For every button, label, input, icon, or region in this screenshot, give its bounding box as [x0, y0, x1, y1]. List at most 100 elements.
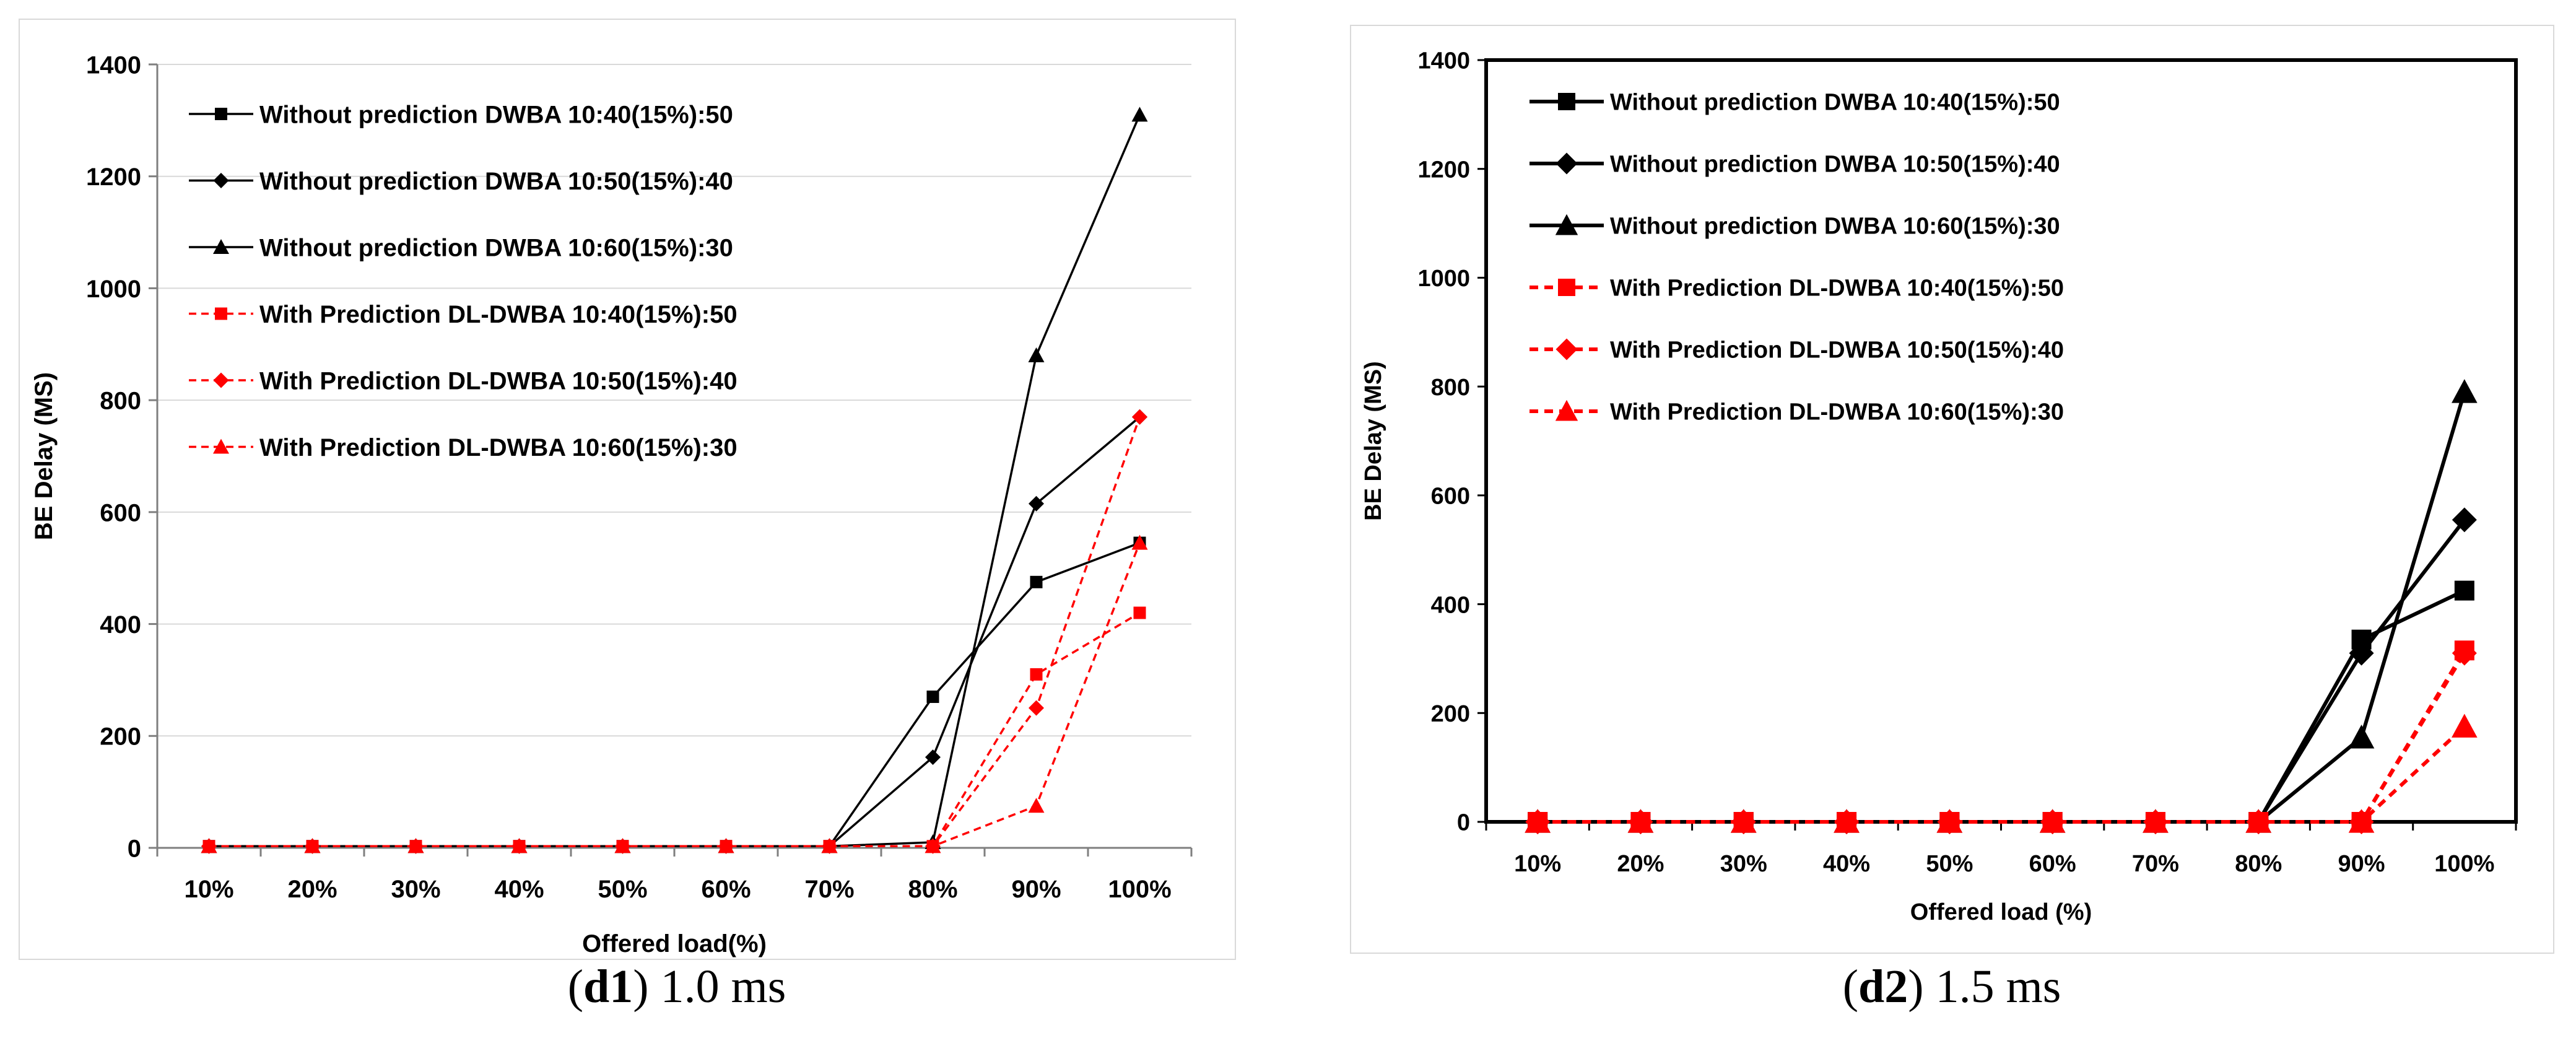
undefined-legend-marker-4 [215, 307, 227, 320]
caption-d1: (d1) 1.0 ms [567, 961, 786, 1013]
undefined-data-point [1525, 809, 1551, 833]
caption-d1-text: 1.0 ms [660, 961, 786, 1013]
undefined-x-tick-label: 10% [184, 876, 233, 903]
undefined-legend-label-1: Without prediction DWBA 10:40(15%):50 [1610, 90, 2060, 116]
undefined-series-6 [1525, 713, 2478, 833]
undefined-legend-label-4: With Prediction DL-DWBA 10:40(15%):50 [1610, 276, 2064, 302]
undefined-x-tick-label: 100% [2434, 851, 2494, 877]
undefined-x-tick-label: 90% [1011, 876, 1061, 903]
undefined-series-3 [201, 107, 1148, 853]
undefined-series-1 [1528, 580, 2474, 832]
undefined-y-tick-label: 0 [1457, 810, 1470, 836]
undefined-x-tick-label: 30% [1720, 851, 1767, 877]
undefined-x-tick-label: 50% [598, 876, 647, 903]
undefined-data-point [1131, 534, 1148, 550]
undefined-data-point [1029, 700, 1044, 716]
undefined-x-tick-label: 30% [391, 876, 440, 903]
undefined-legend-label-2: Without prediction DWBA 10:50(15%):40 [259, 168, 733, 195]
undefined-y-tick-label: 1200 [1417, 157, 1470, 183]
chart-d1: 0 200 400 600 800 1000 1200 1400 10% 20% 30% 40% 50%… [30, 51, 1193, 957]
undefined-legend-marker-6 [213, 438, 229, 454]
undefined-series-1-line [1538, 588, 2466, 824]
undefined-legend-marker-2 [1556, 152, 1578, 175]
undefined-data-point [1028, 798, 1045, 813]
undefined-legend-label-6: With Prediction DL-DWBA 10:60(15%):30 [1610, 399, 2064, 425]
undefined-y-tick-label: 800 [100, 388, 141, 415]
undefined-series-5-line [209, 416, 1141, 848]
undefined-y-tick-label: 200 [100, 723, 141, 751]
undefined-y-axis-title: BE Delay (MS) [30, 372, 58, 540]
undefined-legend-label-6: With Prediction DL-DWBA 10:60(15%):30 [259, 434, 738, 461]
undefined-data-point [2452, 640, 2477, 666]
undefined-legend-label-3: Without prediction DWBA 10:60(15%):30 [259, 234, 733, 261]
undefined-y-tick-label: 400 [1431, 592, 1470, 618]
undefined-data-point [1132, 409, 1147, 425]
undefined-data-point [718, 838, 734, 853]
undefined-data-point [1131, 107, 1148, 122]
chart-panel-d1: 0 200 400 600 800 1000 1200 1400 10% 20% 30% 40% 50%… [19, 19, 1236, 960]
undefined-data-point [925, 838, 941, 853]
undefined-legend-marker-3 [1555, 214, 1578, 235]
undefined-legend-marker-5 [213, 372, 229, 388]
undefined-legend-label-1: Without prediction DWBA 10:40(15%):50 [259, 101, 733, 128]
undefined-legend-label-3: Without prediction DWBA 10:60(15%):30 [1610, 214, 2060, 240]
undefined-legend-marker-1 [215, 108, 227, 120]
undefined-legend-marker-4 [1558, 279, 1575, 296]
undefined-x-tick-label: 70% [2132, 851, 2179, 877]
undefined-y-tick-label: 600 [100, 499, 141, 526]
undefined-series-3-line [1538, 391, 2466, 824]
undefined-series-4 [1528, 640, 2474, 832]
undefined-y-tick-label: 1400 [1417, 48, 1470, 74]
undefined-y-tick-label: 1000 [1417, 266, 1470, 292]
chart-panel-d2: 0 200 400 600 800 1000 1200 1400 10% 20% 30% 40% 50%… [1350, 25, 2554, 954]
undefined-data-point [2454, 580, 2474, 601]
undefined-series-5 [1525, 640, 2477, 834]
undefined-series-2 [201, 409, 1147, 854]
undefined-data-point [2452, 379, 2478, 403]
undefined-series-1-line [209, 541, 1141, 848]
undefined-x-tick-label: 80% [2235, 851, 2282, 877]
undefined-legend-marker-6 [1555, 399, 1578, 421]
undefined-legend-label-5: With Prediction DL-DWBA 10:50(15%):40 [259, 367, 738, 395]
undefined-legend-marker-1 [1558, 93, 1575, 110]
undefined-y-tick-label: 800 [1431, 375, 1470, 401]
undefined-y-tick-label: 1000 [86, 276, 141, 303]
undefined-y-axis-title: BE Delay (MS) [1360, 361, 1386, 521]
undefined-series-3 [1525, 379, 2478, 833]
undefined-data-point [1936, 809, 1963, 833]
undefined-data-point [407, 838, 424, 853]
caption-d2: (d2) 1.5 ms [1842, 961, 2061, 1013]
chart-d2: 0 200 400 600 800 1000 1200 1400 10% 20% 30% 40% 50%… [1360, 48, 2518, 925]
undefined-x-tick-label: 20% [287, 876, 337, 903]
undefined-x-tick-label: 40% [1823, 851, 1870, 877]
undefined-y-tick-label: 0 [128, 835, 141, 862]
undefined-data-point [2143, 809, 2169, 833]
undefined-legend-label-4: With Prediction DL-DWBA 10:40(15%):50 [259, 301, 738, 328]
undefined-data-point [2349, 640, 2374, 666]
undefined-series-2 [1525, 507, 2477, 834]
undefined-data-point [1030, 575, 1043, 588]
undefined-data-point [2348, 809, 2375, 833]
undefined-data-point [926, 691, 939, 704]
undefined-x-tick-label: 20% [1617, 851, 1664, 877]
undefined-y-tick-label: 600 [1431, 484, 1470, 510]
undefined-legend-marker-5 [1556, 338, 1578, 360]
undefined-series-6-line [1538, 725, 2466, 824]
caption-d1-label: d1 [583, 961, 633, 1013]
undefined-series-4-line [1538, 649, 2466, 824]
undefined-series-2-line [209, 416, 1141, 848]
undefined-x-tick-label: 70% [804, 876, 854, 903]
undefined-data-point [2245, 809, 2272, 833]
undefined-legend-marker-2 [213, 173, 229, 188]
undefined-data-point [304, 838, 321, 853]
undefined-x-tick-label: 90% [2338, 851, 2385, 877]
undefined-x-tick-label: 40% [494, 876, 544, 903]
undefined-x-tick-label: 80% [908, 876, 957, 903]
undefined-data-point [2452, 713, 2478, 738]
undefined-data-point [1030, 668, 1043, 681]
undefined-y-tick-label: 200 [1431, 701, 1470, 727]
caption-d2-label: d2 [1858, 961, 1908, 1013]
undefined-data-point [614, 838, 631, 853]
undefined-data-point [2452, 507, 2477, 533]
undefined-series-6 [201, 534, 1148, 853]
